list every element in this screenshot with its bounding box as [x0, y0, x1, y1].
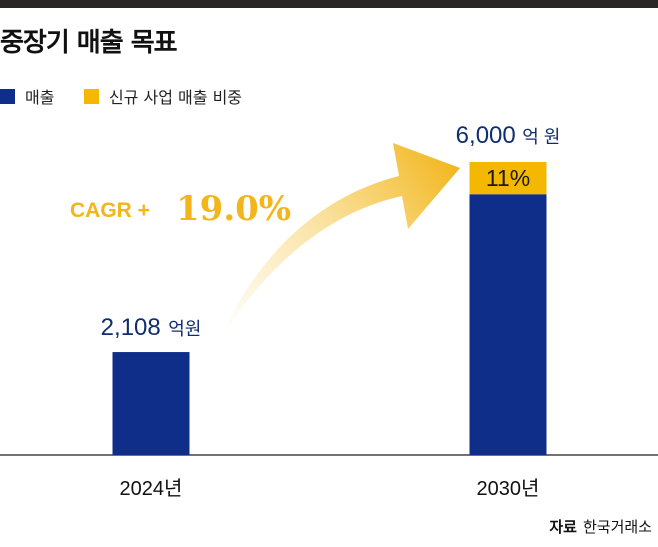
data-label-2030-total: 6,000 억 원: [456, 122, 561, 149]
legend-swatch-sales: [0, 88, 15, 104]
legend-swatch-new-business-share: [84, 88, 99, 104]
cagr-value: 19.0%: [176, 189, 291, 229]
x-tick-label-2024: 2024년: [120, 477, 183, 500]
legend-label-new-business-share: 신규 사업 매출 비중: [109, 88, 243, 107]
legend-item-sales: 매출: [0, 86, 55, 107]
source-value: 한국거래소: [582, 518, 652, 536]
data-label-2030-unit: 억 원: [522, 127, 560, 147]
top-bar: [0, 0, 658, 8]
data-label-2024-total: 2,108 억원: [101, 314, 202, 341]
data-label-2024-unit: 억원: [168, 319, 201, 339]
curved-arrow-icon: [222, 143, 460, 336]
source-note: 자료 한국거래소: [549, 516, 652, 537]
bar-2030-sales: [469, 194, 547, 456]
x-tick-label-2030: 2030년: [477, 477, 540, 500]
data-label-2030-share: 11%: [486, 165, 530, 191]
source-label: 자료: [549, 518, 577, 536]
cagr-label: CAGR +: [70, 199, 150, 222]
chart-title: 중장기 매출 목표: [0, 28, 178, 58]
legend-label-sales: 매출: [25, 88, 55, 107]
legend-item-new-business-share: 신규 사업 매출 비중: [84, 86, 243, 107]
data-label-2030-number: 6,000: [456, 122, 516, 149]
data-label-2024-number: 2,108: [101, 314, 161, 341]
bar-2030-new-business-share: [469, 162, 547, 195]
bar-2024-sales: [112, 352, 190, 455]
